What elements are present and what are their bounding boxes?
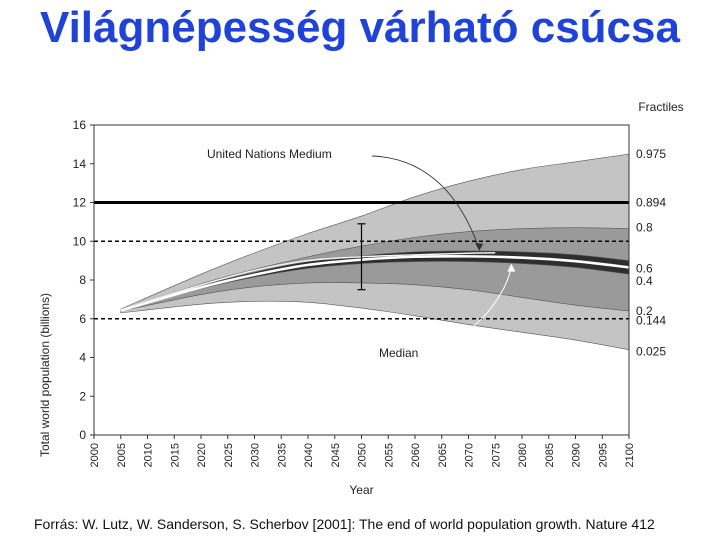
legend-title: Fractiles xyxy=(638,100,683,114)
source-citation: Forrás: W. Lutz, W. Sanderson, S. Scherb… xyxy=(34,516,655,532)
fractile-label: 0.975 xyxy=(636,147,666,161)
fractile-label: 0.144 xyxy=(636,314,666,328)
fractile-label: 0.025 xyxy=(636,345,666,359)
y-tick-label: 8 xyxy=(79,273,86,287)
x-tick-label: 2040 xyxy=(303,443,315,467)
x-tick-label: 2060 xyxy=(410,443,422,467)
median-arrow xyxy=(427,266,512,353)
fractile-label: 0.8 xyxy=(636,221,653,235)
x-tick-label: 2095 xyxy=(597,443,609,467)
y-tick-label: 14 xyxy=(73,157,87,171)
x-tick-label: 2085 xyxy=(544,443,556,467)
un-medium-arrow xyxy=(371,155,480,250)
fractile-label: 0.894 xyxy=(636,196,666,210)
x-tick-label: 2025 xyxy=(223,443,235,467)
median-annotation: Median xyxy=(379,346,418,360)
x-tick-label: 2070 xyxy=(464,443,476,467)
x-tick-label: 2050 xyxy=(357,443,369,467)
x-tick-label: 2065 xyxy=(437,443,449,467)
x-tick-label: 2090 xyxy=(571,443,583,467)
median-line xyxy=(120,254,630,312)
x-axis-label: Year xyxy=(349,483,373,497)
y-tick-label: 2 xyxy=(79,389,86,403)
x-tick-label: 2010 xyxy=(143,443,155,467)
y-tick-label: 10 xyxy=(73,234,87,248)
x-tick-label: 2055 xyxy=(383,443,395,467)
slide-title: Világnépesség várható csúcsa xyxy=(40,3,680,52)
y-tick-label: 0 xyxy=(79,428,86,442)
fractile-label: 0.6 xyxy=(636,261,653,275)
un-medium-line xyxy=(120,252,496,311)
un-medium-annotation: United Nations Medium xyxy=(207,147,332,161)
x-tick-label: 2030 xyxy=(250,443,262,467)
x-tick-label: 2015 xyxy=(169,443,181,467)
x-tick-label: 2080 xyxy=(517,443,529,467)
median-arrowhead xyxy=(507,263,516,272)
y-tick-label: 4 xyxy=(79,351,86,365)
x-tick-label: 2100 xyxy=(624,443,636,467)
y-tick-label: 16 xyxy=(73,118,87,132)
y-axis-label: Total world population (billions) xyxy=(38,293,52,457)
y-tick-label: 12 xyxy=(73,196,87,210)
x-tick-label: 2020 xyxy=(196,443,208,467)
x-tick-label: 2045 xyxy=(330,443,342,467)
x-tick-label: 2005 xyxy=(116,443,128,467)
fractile-label: 0.2 xyxy=(636,304,653,318)
y-tick-label: 6 xyxy=(79,312,86,326)
un-medium-arrowhead xyxy=(475,242,484,251)
x-tick-label: 2075 xyxy=(490,443,502,467)
fractile-label: 0.4 xyxy=(636,274,653,288)
x-tick-label: 2000 xyxy=(89,443,101,467)
x-tick-label: 2035 xyxy=(276,443,288,467)
